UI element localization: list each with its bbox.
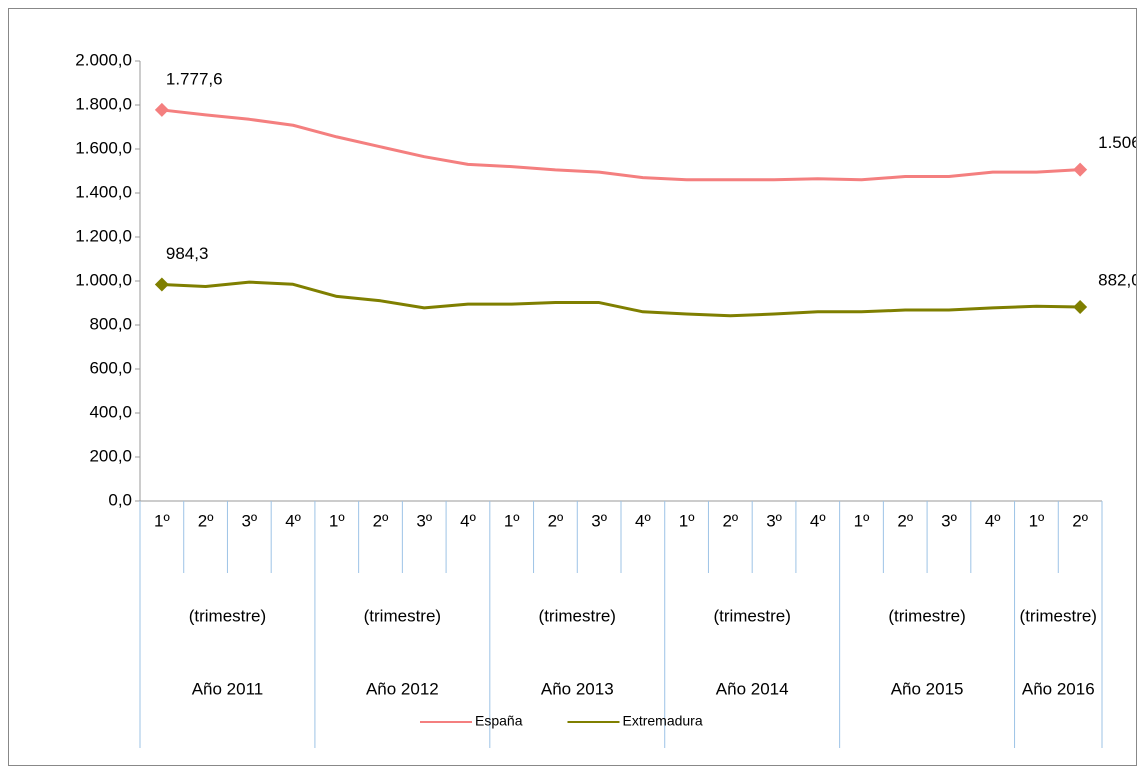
x-tick-label: 4º: [460, 511, 476, 530]
x-tick-label: 1º: [854, 511, 870, 530]
data-label: 1.506,4: [1098, 133, 1145, 152]
group-sublabel: (trimestre): [888, 606, 965, 625]
x-tick-label: 3º: [416, 511, 432, 530]
x-tick-label: 1º: [1029, 511, 1045, 530]
x-tick-label: 4º: [635, 511, 651, 530]
line: [161, 280, 1081, 318]
x-tick-label: 3º: [241, 511, 257, 530]
group-sublabel: (trimestre): [713, 606, 790, 625]
plot: 0,0 200,0 400,0 600,0 800,0 1.000,0 1.200,0 1.4…: [75, 50, 1145, 748]
group-label: Año 2012: [366, 679, 439, 698]
x-tick-label: 4º: [285, 511, 301, 530]
chart-frame: [8, 8, 1137, 766]
y-tick-label: 1.200,0: [75, 226, 132, 245]
x-tick-label: 3º: [766, 511, 782, 530]
x-tick-label: 4º: [985, 511, 1001, 530]
group-label: Año 2014: [716, 679, 789, 698]
x-tick-label: 2º: [897, 511, 913, 530]
x-tick-label: 2º: [198, 511, 214, 530]
y-tick-label: 400,0: [89, 402, 132, 421]
group-sublabel: (trimestre): [539, 606, 616, 625]
data-label: 1.777,6: [166, 69, 223, 88]
y-tick-label: 2.000,0: [75, 50, 132, 69]
x-tick-label: 1º: [329, 511, 345, 530]
y-tick-label: 0,0: [108, 490, 132, 509]
marker: [1073, 299, 1088, 314]
x-tick-label: 1º: [504, 511, 520, 530]
group-label: Año 2016: [1022, 679, 1095, 698]
x-tick-label: 2º: [548, 511, 564, 530]
marker: [1073, 162, 1088, 177]
y-tick-label: 1.800,0: [75, 94, 132, 113]
line: [161, 108, 1081, 182]
y-tick-label: 1.400,0: [75, 182, 132, 201]
group-sublabel: (trimestre): [364, 606, 441, 625]
data-label: 882,0: [1098, 270, 1141, 289]
group-label: Año 2015: [891, 679, 964, 698]
group-label: Año 2013: [541, 679, 614, 698]
y-tick-label: 800,0: [89, 314, 132, 333]
x-tick-label: 2º: [722, 511, 738, 530]
x-tick-label: 3º: [941, 511, 957, 530]
marker: [154, 102, 169, 117]
y-tick-label: 600,0: [89, 358, 132, 377]
y-tick-label: 1.600,0: [75, 138, 132, 157]
y-tick-label: 1.000,0: [75, 270, 132, 289]
legend-label: Extremadura: [622, 713, 702, 729]
group-label: Año 2011: [192, 679, 264, 698]
x-tick-label: 3º: [591, 511, 607, 530]
x-tick-label: 1º: [154, 511, 170, 530]
x-tick-label: 2º: [1072, 511, 1088, 530]
marker: [154, 277, 169, 292]
legend-label: España: [475, 713, 523, 729]
x-tick-label: 1º: [679, 511, 695, 530]
group-sublabel: (trimestre): [1020, 606, 1097, 625]
x-tick-label: 2º: [373, 511, 389, 530]
group-sublabel: (trimestre): [189, 606, 266, 625]
x-tick-label: 4º: [810, 511, 826, 530]
data-label: 984,3: [166, 244, 209, 263]
y-tick-label: 200,0: [89, 446, 132, 465]
